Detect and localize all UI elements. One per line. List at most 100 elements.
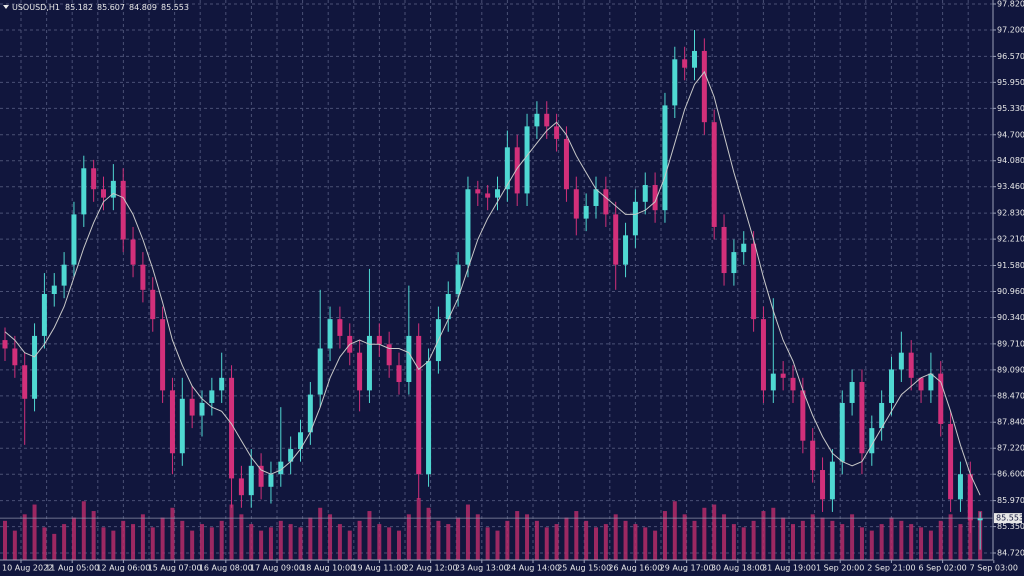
candle-body [593, 189, 599, 206]
candle-body [859, 382, 865, 454]
y-tick-label: 97.820 [997, 0, 1024, 9]
candle-body [504, 147, 510, 190]
candle-body [810, 440, 816, 471]
volume-bar [800, 520, 805, 560]
candle-body [632, 201, 638, 236]
x-tick-label: 17 Aug 09:00 [250, 564, 304, 573]
candle-body [455, 264, 461, 295]
candle-body [839, 402, 845, 462]
volume-bar [170, 507, 175, 560]
x-tick-label: 19 Aug 11:00 [352, 564, 406, 573]
y-tick-label: 94.700 [997, 130, 1024, 139]
y-tick-label: 88.470 [997, 391, 1024, 400]
volume-bar [140, 514, 145, 560]
volume-bar [446, 524, 451, 560]
x-tick-label: 15 Aug 07:00 [148, 564, 202, 573]
volume-bar [692, 520, 697, 560]
volume-bar [160, 517, 165, 560]
candle-body [229, 377, 235, 479]
x-tick-label: 23 Aug 13:00 [455, 564, 509, 573]
candle-body [918, 377, 924, 391]
volume-bar [328, 514, 333, 560]
candle-body [22, 365, 28, 399]
candle-body [879, 402, 885, 429]
volume-bar [544, 527, 549, 560]
candle-body [150, 289, 156, 320]
x-tick-label: 22 Aug 12:00 [404, 564, 458, 573]
volume-bar [456, 517, 461, 560]
candle-body [337, 319, 343, 336]
x-tick-label: 7 Sep 03:00 [970, 564, 1018, 573]
x-tick-label: 12 Aug 06:00 [96, 564, 150, 573]
volume-bar [436, 520, 441, 560]
candle-body [32, 335, 38, 399]
volume-bar [850, 514, 855, 560]
y-tick-label: 93.460 [997, 182, 1024, 191]
candle-body [238, 478, 244, 496]
volume-bar [653, 530, 658, 560]
candle-body [160, 319, 166, 391]
x-tick-label: 26 Aug 16:00 [608, 564, 662, 573]
menu-arrow[interactable] [3, 5, 9, 9]
volume-bar [741, 527, 746, 560]
y-tick-label: 94.080 [997, 156, 1024, 165]
volume-bar [121, 520, 126, 560]
x-tick-label: 6 Sep 02:00 [918, 564, 966, 573]
candle-body [514, 147, 520, 194]
candle-body [711, 122, 717, 227]
symbol: USOUSD,H1 [12, 3, 60, 12]
volume-bar [643, 527, 648, 560]
volume-bar [840, 524, 845, 560]
candle-body [101, 189, 106, 198]
y-tick-label: 86.600 [997, 470, 1024, 479]
candle-body [130, 239, 136, 265]
volume-bar [968, 517, 973, 560]
y-tick-label: 90.960 [997, 287, 1024, 296]
y-tick-label: 89.710 [997, 339, 1024, 348]
candle-body [731, 252, 737, 274]
volume-bar [298, 527, 303, 560]
candle-body [268, 474, 274, 487]
volume-bar [81, 501, 86, 560]
candle-body [327, 319, 333, 349]
candle-body [908, 352, 914, 378]
candle-body [12, 348, 18, 366]
volume-bar [702, 507, 707, 560]
candle-body [179, 398, 185, 454]
y-tick-label: 95.330 [997, 104, 1024, 113]
y-tick-label: 96.570 [997, 52, 1024, 61]
candle-body [534, 113, 540, 127]
candle-body [445, 294, 451, 320]
candle-body [199, 402, 205, 416]
candle-body [209, 390, 215, 403]
candle-body [140, 264, 146, 290]
candle-body [544, 113, 550, 127]
last-low: 84.809 [129, 3, 157, 12]
volume-bar [938, 520, 943, 560]
volume-bar [564, 517, 569, 560]
volume-bar [919, 527, 924, 560]
candle-body [307, 394, 313, 433]
volume-bar [308, 517, 313, 560]
volume-bar [889, 517, 894, 560]
candle-body [573, 189, 579, 219]
candle-body [524, 126, 530, 194]
candle-body [485, 193, 491, 198]
volume-bar [416, 498, 421, 560]
volume-bar [12, 530, 17, 560]
x-tick-label: 18 Aug 10:00 [301, 564, 355, 573]
candle-body [366, 335, 372, 391]
candle-body [642, 185, 648, 202]
volume-bar [318, 507, 323, 560]
candle-body [829, 461, 835, 500]
candle-body [278, 461, 284, 475]
volume-bar [534, 520, 539, 560]
candle-body [780, 373, 786, 378]
volume-bar [948, 514, 953, 560]
candle-body [967, 474, 973, 521]
y-tick-label: 87.840 [997, 418, 1024, 427]
y-tick-label: 92.210 [997, 235, 1024, 244]
volume-bar [761, 511, 766, 560]
volume-bar [722, 514, 727, 560]
